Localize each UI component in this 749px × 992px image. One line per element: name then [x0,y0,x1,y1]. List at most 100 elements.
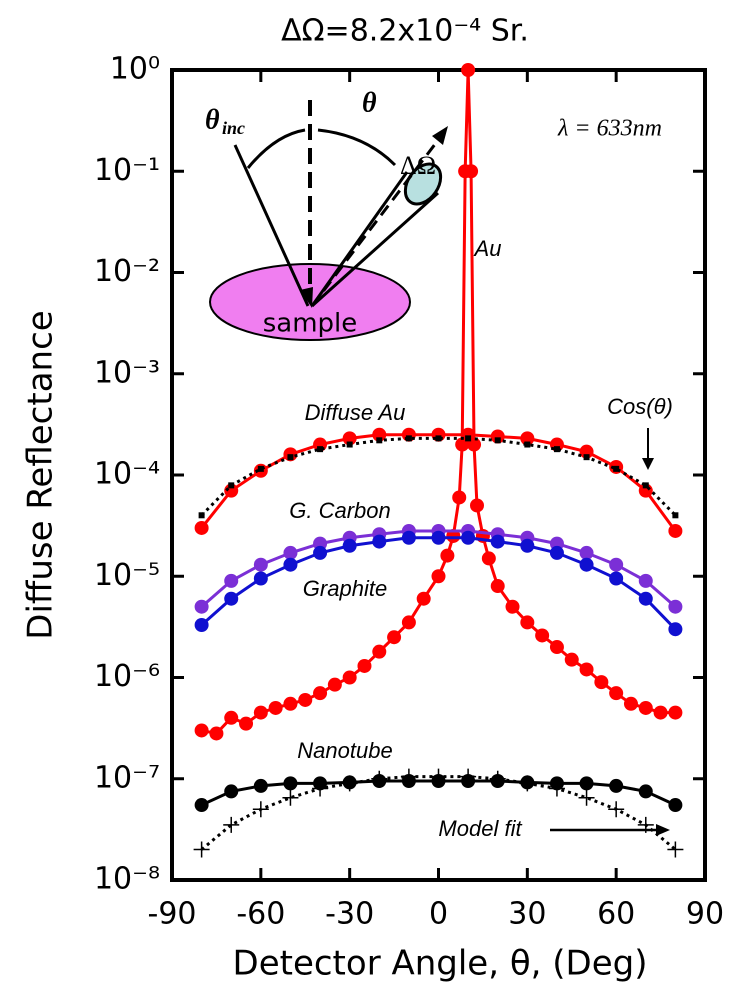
data-point [549,640,564,655]
arrow-head [656,824,670,836]
data-point [253,778,268,793]
series-label: Diffuse Au [305,400,406,425]
data-point [342,670,357,685]
data-point [548,780,565,797]
x-tick-label: 60 [597,897,635,932]
data-point [535,628,550,643]
data-point [579,557,594,572]
data-point [209,726,224,741]
data-point [224,591,239,606]
data-point [465,435,472,442]
data-point [638,573,653,588]
data-point [341,775,358,792]
data-point [257,465,264,472]
y-tick-label: 10⁻⁶ [94,659,160,694]
data-point [239,716,254,731]
data-point [287,454,294,461]
data-point [452,490,467,505]
data-point [283,557,298,572]
y-axis-label: Diffuse Reflectance [21,310,61,639]
data-point [431,530,446,545]
x-tick-label: -60 [236,897,285,932]
y-tick-label: 10⁻¹ [94,153,160,188]
data-point [224,710,239,725]
data-point [400,768,417,785]
data-point [431,569,446,584]
data-point [228,482,235,489]
x-tick-label: 30 [508,897,546,932]
annotation: λ = 633nm [557,116,662,142]
data-point [283,696,298,711]
data-point [327,677,342,692]
data-point [564,652,579,667]
data-point [435,435,442,442]
data-point [194,520,209,535]
data-point [224,784,239,799]
data-point [638,784,653,799]
inset-label: θ [362,87,377,118]
data-point [252,801,269,818]
data-point [520,431,535,446]
data-point [579,662,594,677]
data-point [490,534,505,549]
inset-label: inc [222,118,245,138]
series-label: Au [473,236,502,261]
series-label: Model fit [438,816,522,841]
inset-diagram [209,100,448,341]
data-point [494,437,501,444]
data-point [553,446,560,453]
data-point [416,591,431,606]
series-label: Nanotube [297,738,392,763]
inset-label: θ [205,104,220,135]
data-point [405,435,412,442]
data-point [668,523,683,538]
y-tick-label: 10⁻⁴ [94,457,160,492]
data-point [313,686,328,701]
data-point [430,768,447,785]
data-point [524,441,531,448]
data-point [371,770,388,787]
data-point [372,427,387,442]
data-point [469,498,484,513]
data-point [461,427,476,442]
series-line [200,536,677,631]
x-tick-label: 90 [686,897,724,932]
data-point [346,441,353,448]
data-point [282,789,299,806]
data-point [283,776,298,791]
data-point [638,591,653,606]
data-point [672,512,679,519]
arrow-head [642,458,654,470]
data-point [401,530,416,545]
data-point [372,534,387,549]
series-line [200,436,677,517]
data-point [253,571,268,586]
data-point [193,841,210,858]
y-tick-label: 10⁻⁵ [94,558,160,593]
data-point [579,776,594,791]
y-tick-label: 10⁻³ [94,355,160,390]
series-line [200,433,677,532]
data-point [194,599,209,614]
data-point [253,705,268,720]
data-point [667,841,684,858]
x-tick-label: -90 [148,897,197,932]
data-point [520,615,535,630]
data-point [549,545,564,560]
y-tick-label: 10⁻⁷ [94,760,160,795]
data-point [461,63,476,77]
data-point [490,579,505,594]
inset-label: ΔΩ [400,151,436,180]
inset-label: sample [263,309,358,339]
data-point [608,801,625,818]
data-point [268,700,283,715]
data-point [224,483,239,498]
data-point [194,618,209,633]
data-point [668,705,683,720]
data-point [578,789,595,806]
y-tick-label: 10⁰ [110,52,160,87]
data-point [668,599,683,614]
data-point [376,437,383,444]
data-point [490,429,505,444]
